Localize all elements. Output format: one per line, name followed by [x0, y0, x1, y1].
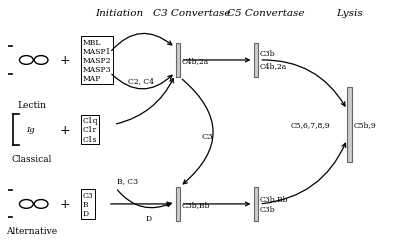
Text: C3: C3	[202, 132, 213, 140]
Text: C2, C4: C2, C4	[128, 76, 154, 84]
Text: Classical: Classical	[12, 155, 52, 164]
Text: C3b: C3b	[259, 205, 275, 213]
Text: Initiation: Initiation	[96, 9, 144, 18]
Text: Ig: Ig	[26, 126, 35, 134]
Text: +: +	[60, 124, 70, 136]
Bar	[176, 187, 180, 222]
Text: B, C3: B, C3	[117, 177, 138, 184]
Text: Lectin: Lectin	[17, 100, 46, 109]
Text: C4b,2a: C4b,2a	[181, 57, 208, 65]
Text: C3b,Bb: C3b,Bb	[181, 200, 210, 208]
Text: C3
B
D: C3 B D	[82, 191, 93, 217]
Text: Lysis: Lysis	[336, 9, 363, 18]
Text: C5b,9: C5b,9	[354, 121, 376, 129]
Text: C4b,2a: C4b,2a	[259, 62, 286, 70]
Text: C5 Convertase: C5 Convertase	[227, 9, 305, 18]
Text: C3 Convertase: C3 Convertase	[153, 9, 230, 18]
Text: C3b,Bb: C3b,Bb	[259, 194, 288, 202]
Bar	[254, 44, 258, 78]
Text: C3b: C3b	[259, 50, 275, 58]
Text: C5,6,7,8,9: C5,6,7,8,9	[291, 121, 331, 129]
Bar	[348, 88, 352, 162]
Bar	[254, 187, 258, 222]
Text: +: +	[60, 54, 70, 67]
Text: C1q
C1r
C1s: C1q C1r C1s	[82, 117, 98, 143]
Bar	[176, 44, 180, 78]
Text: +: +	[60, 198, 70, 210]
Text: MBL
MASP1
MASP2
MASP3
MAP: MBL MASP1 MASP2 MASP3 MAP	[82, 38, 111, 83]
Text: Alternative: Alternative	[6, 226, 57, 235]
Text: D: D	[146, 214, 152, 222]
